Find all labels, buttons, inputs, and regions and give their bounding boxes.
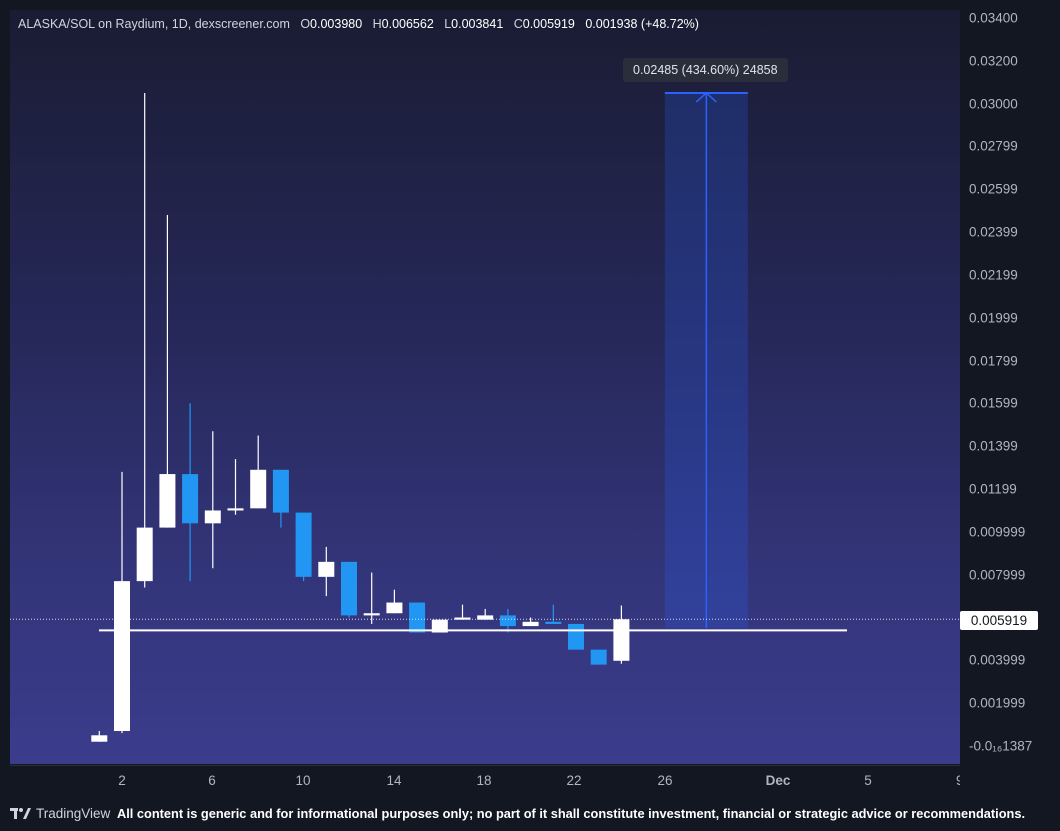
candle-body	[431, 619, 448, 633]
candle-body	[386, 602, 403, 614]
time-tick: 22	[566, 773, 582, 788]
measure-tooltip: 0.02485 (434.60%) 24858	[623, 58, 788, 82]
time-tick: 6	[208, 773, 216, 788]
open-value: 0.003980	[310, 17, 363, 31]
price-tick: 0.02399	[969, 224, 1018, 240]
candle-body	[91, 735, 108, 742]
footer: TradingView All content is generic and f…	[0, 803, 1060, 825]
candle-body	[499, 615, 516, 627]
time-tick: 10	[295, 773, 311, 788]
time-tick: 9	[956, 773, 960, 788]
price-tick: 0.009999	[969, 524, 1026, 540]
price-tick: 0.02199	[969, 267, 1018, 283]
candle-body	[545, 621, 562, 624]
candle-body	[250, 469, 267, 509]
price-tick: -0.0₁₆1387	[969, 738, 1033, 754]
price-tick: 0.01999	[969, 310, 1018, 326]
close-value: 0.005919	[522, 17, 575, 31]
price-tick: 0.02599	[969, 181, 1018, 197]
candle-body	[477, 615, 494, 620]
price-axis[interactable]	[960, 10, 1060, 764]
candle-body	[272, 469, 289, 513]
time-tick: 26	[657, 773, 673, 788]
candle-body	[318, 561, 335, 577]
time-tick: 18	[476, 773, 492, 788]
candle-body	[590, 649, 607, 665]
candle-body	[363, 613, 380, 616]
tradingview-icon	[10, 807, 31, 819]
plot-area[interactable]	[10, 10, 960, 764]
candle-body	[182, 474, 199, 524]
price-tick: 0.03400	[969, 10, 1018, 26]
price-tick: 0.01399	[969, 438, 1018, 454]
symbol-title[interactable]: ALASKA/SOL on Raydium, 1D, dexscreener.c…	[18, 17, 290, 31]
candle-body	[204, 510, 221, 524]
price-tick: 0.01799	[969, 353, 1018, 369]
price-tick: 0.01599	[969, 395, 1018, 411]
tradingview-brand: TradingView	[36, 806, 111, 821]
candle-body	[341, 561, 357, 616]
high-value: 0.006562	[381, 17, 434, 31]
time-axis[interactable]	[10, 765, 960, 796]
low-value: 0.003841	[451, 17, 504, 31]
candle-body	[136, 527, 153, 582]
candle-body	[613, 619, 630, 661]
price-tick: 0.02799	[969, 138, 1018, 154]
candle-body	[295, 512, 312, 577]
measure-layer	[664, 91, 748, 629]
candle-body	[159, 474, 176, 528]
close-label: C	[513, 17, 523, 31]
candle-body	[409, 602, 426, 633]
line-layer	[10, 618, 960, 632]
high-label: H	[372, 17, 382, 31]
legend-header: ALASKA/SOL on Raydium, 1D, dexscreener.c…	[18, 17, 699, 31]
price-tick: 0.01199	[969, 481, 1017, 497]
time-tick: 5	[864, 773, 872, 788]
candle-body	[454, 617, 471, 620]
tradingview-logo[interactable]: TradingView	[10, 806, 110, 821]
measure-arrow-head	[695, 91, 717, 103]
price-tick: 0.03200	[969, 53, 1018, 69]
disclaimer-text: All content is generic and for informati…	[117, 806, 1026, 821]
candle-body	[114, 581, 130, 732]
price-tick: 0.03000	[969, 96, 1018, 112]
price-tick: 0.003999	[969, 652, 1026, 668]
candle-body	[568, 623, 584, 650]
time-tick: 14	[386, 773, 402, 788]
candle-body	[522, 621, 539, 627]
open-label: O	[300, 17, 311, 31]
low-label: L	[444, 17, 452, 31]
current-price-label: 0.005919	[960, 611, 1038, 630]
change-value: 0.001938 (+48.72%)	[585, 17, 699, 31]
candle-layer	[91, 92, 630, 742]
time-tick: Dec	[765, 773, 791, 788]
price-tick: 0.007999	[969, 567, 1026, 583]
time-tick: 2	[118, 773, 126, 788]
price-tick: 0.001999	[969, 695, 1026, 711]
candle-body	[227, 508, 244, 511]
